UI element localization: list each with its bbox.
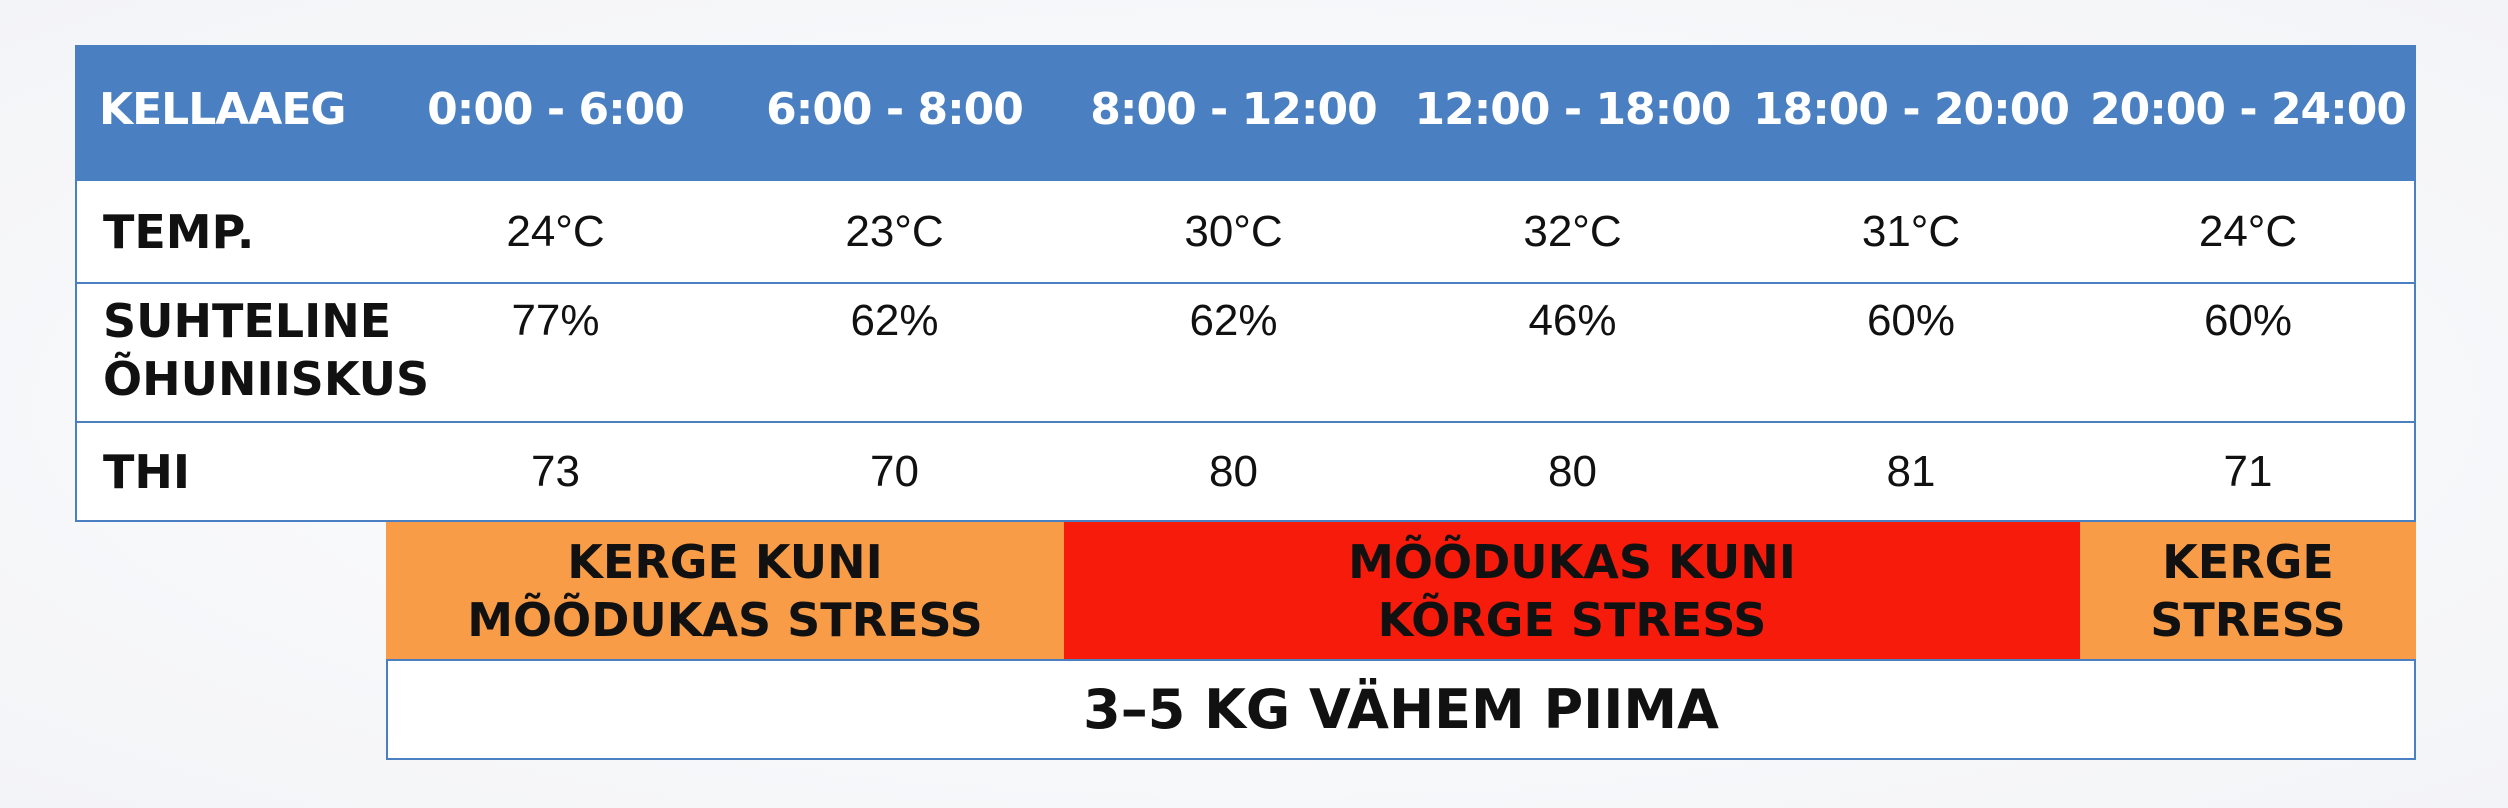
- body-bg: [75, 181, 2416, 522]
- row-value: 71: [2223, 446, 2273, 496]
- row-value: 80: [1209, 446, 1258, 496]
- stress-band: KERGE STRESS: [2080, 522, 2416, 659]
- header-cell: 12:00 - 18:00: [1414, 83, 1731, 135]
- header-cell: 8:00 - 12:00: [1090, 83, 1377, 135]
- row-value: 31°C: [1861, 206, 1961, 256]
- row-value: 77%: [511, 296, 600, 345]
- header-cell: 0:00 - 6:00: [427, 83, 685, 135]
- row-value: 30°C: [1184, 206, 1283, 256]
- row-label: TEMP.: [103, 204, 255, 259]
- row-value: 60%: [2203, 296, 2293, 345]
- header-cell: 20:00 - 24:00: [2089, 83, 2407, 135]
- row-label: THI: [103, 444, 190, 499]
- row-divider: [75, 282, 2416, 284]
- header-bar: [75, 45, 2416, 181]
- stress-band: MÕÕDUKAS KUNI KÕRGE STRESS: [1064, 522, 2080, 659]
- row-value: 80: [1548, 446, 1597, 496]
- footer-row: 3–5 KG VÄHEM PIIMA: [386, 659, 2416, 760]
- row-label: SUHTELINE ÕHUNIISKUS: [103, 294, 430, 406]
- row-value: 46%: [1528, 296, 1617, 345]
- row-value: 62%: [850, 296, 939, 345]
- row-value: 24°C: [2198, 206, 2298, 256]
- row-value: 24°C: [506, 206, 605, 256]
- row-value: 60%: [1866, 296, 1956, 345]
- header-cell: KELLAAEG: [99, 83, 347, 135]
- row-value: 23°C: [845, 206, 944, 256]
- header-cell: 6:00 - 8:00: [766, 83, 1024, 135]
- row-value: 62%: [1189, 296, 1278, 345]
- row-divider: [75, 421, 2416, 423]
- stress-band: KERGE KUNI MÕÕDUKAS STRESS: [386, 522, 1064, 659]
- header-cell: 18:00 - 20:00: [1752, 83, 2070, 135]
- row-value: 73: [531, 446, 580, 496]
- row-value: 70: [870, 446, 919, 496]
- row-value: 81: [1886, 446, 1936, 496]
- row-value: 32°C: [1523, 206, 1622, 256]
